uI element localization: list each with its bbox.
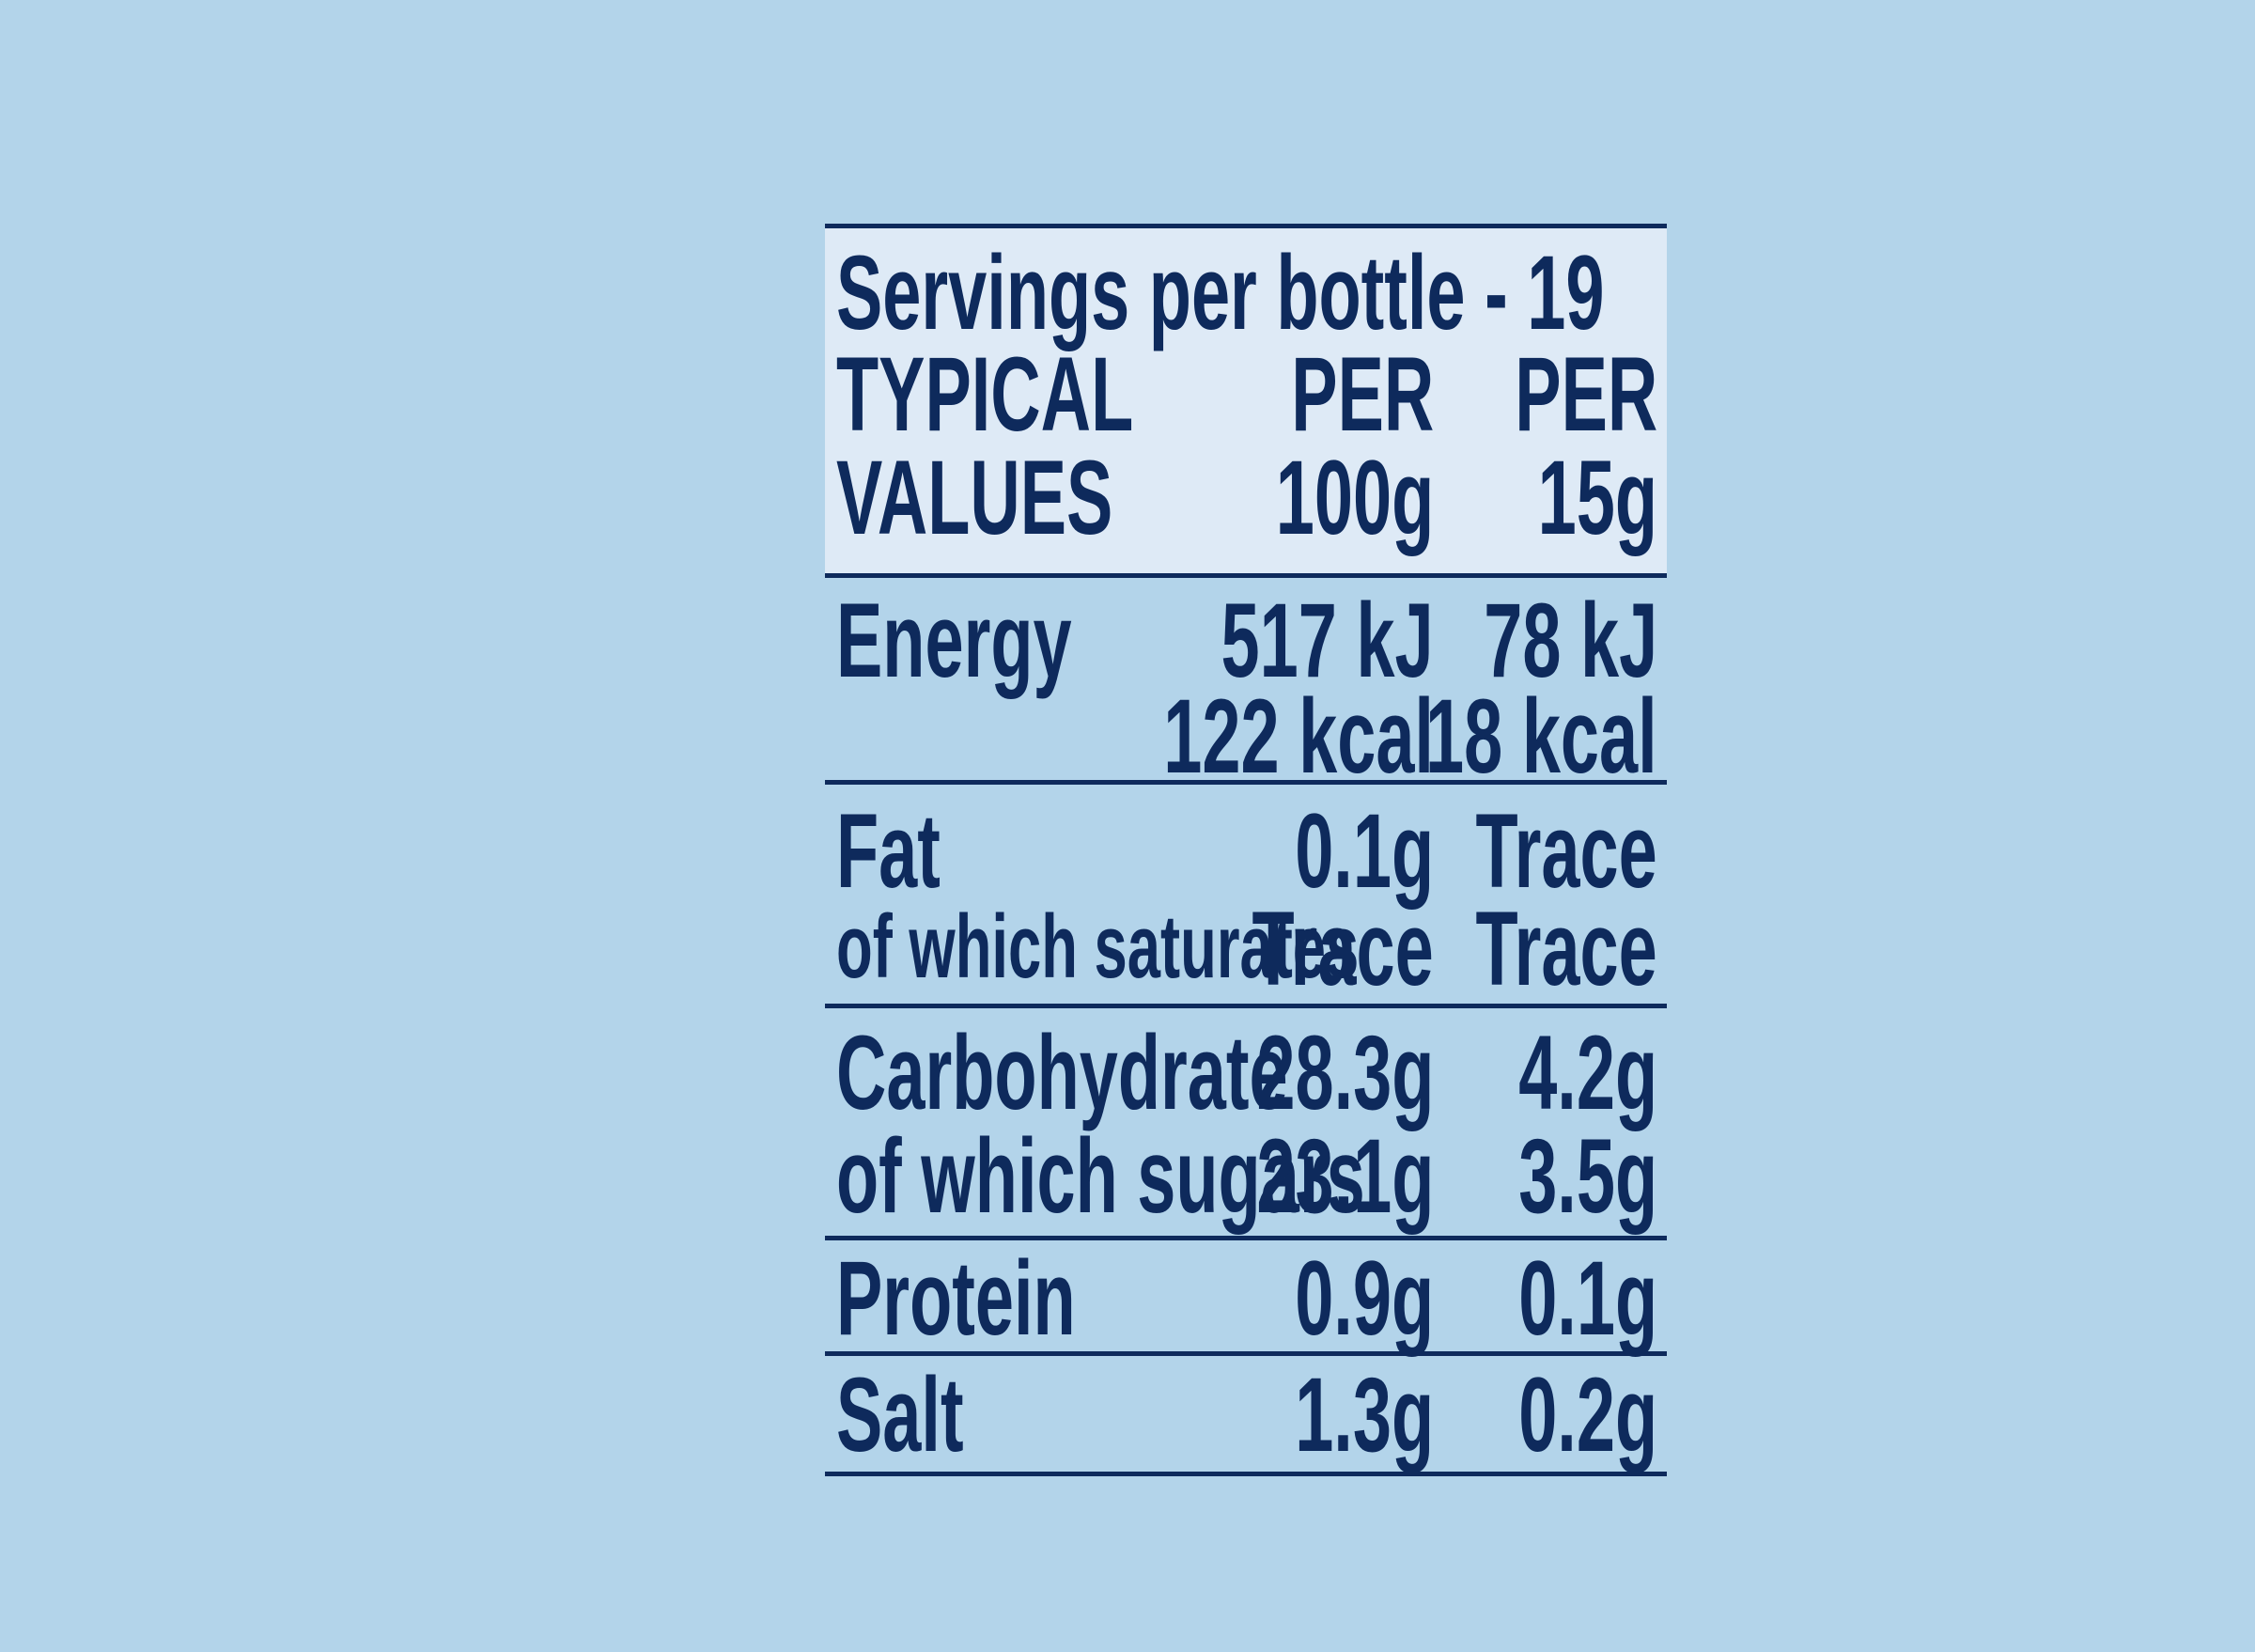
protein-label: Protein <box>836 1239 1076 1357</box>
saturates-per-100: Trace <box>1252 890 1434 1007</box>
nutrition-header-panel <box>825 228 1667 573</box>
header-per-100-amount: 100g <box>1275 439 1434 556</box>
protein-rule <box>825 1351 1667 1356</box>
protein-per-15: 0.1g <box>1518 1239 1657 1357</box>
fat-rule <box>825 1004 1667 1008</box>
saturates-label: of which saturates <box>836 896 1360 997</box>
energy-per-15-kj: 78 kJ <box>1484 582 1657 699</box>
header-rule <box>825 573 1667 578</box>
servings-per-bottle: Servings per bottle - 19 <box>836 234 1605 351</box>
fat-per-15: Trace <box>1475 792 1657 910</box>
fat-label: Fat <box>836 792 941 910</box>
header-per-100-label: PER <box>1291 335 1434 453</box>
fat-per-100: 0.1g <box>1295 792 1434 910</box>
carbohydrate-label: Carbohydrate <box>836 1014 1288 1131</box>
energy-per-100-kj: 517 kJ <box>1221 582 1434 699</box>
energy-per-100-kcal: 122 kcal <box>1163 678 1434 795</box>
sugars-per-15: 3.5g <box>1518 1117 1657 1235</box>
salt-per-100: 1.3g <box>1295 1356 1434 1473</box>
sugars-label: of which sugars <box>836 1117 1365 1235</box>
energy-rule <box>825 780 1667 785</box>
energy-per-15-kcal: 18 kcal <box>1425 678 1657 795</box>
carbohydrate-per-15: 4.2g <box>1518 1014 1657 1131</box>
header-per-15-label: PER <box>1515 335 1657 453</box>
salt-per-15: 0.2g <box>1518 1356 1657 1473</box>
bottom-rule <box>825 1472 1667 1476</box>
carbohydrate-per-100: 28.3g <box>1255 1014 1434 1131</box>
sugars-per-100: 23.1g <box>1255 1117 1434 1235</box>
header-per-15-amount: 15g <box>1537 439 1657 556</box>
header-values: VALUES <box>836 439 1113 556</box>
top-rule <box>825 224 1667 228</box>
nutrition-table: Servings per bottle - 19 TYPICAL VALUES … <box>825 224 1667 1479</box>
energy-label: Energy <box>836 582 1072 699</box>
header-typical: TYPICAL <box>836 335 1134 453</box>
salt-label: Salt <box>836 1356 964 1473</box>
saturates-per-15: Trace <box>1475 890 1657 1007</box>
carbohydrate-rule <box>825 1236 1667 1240</box>
protein-per-100: 0.9g <box>1295 1239 1434 1357</box>
